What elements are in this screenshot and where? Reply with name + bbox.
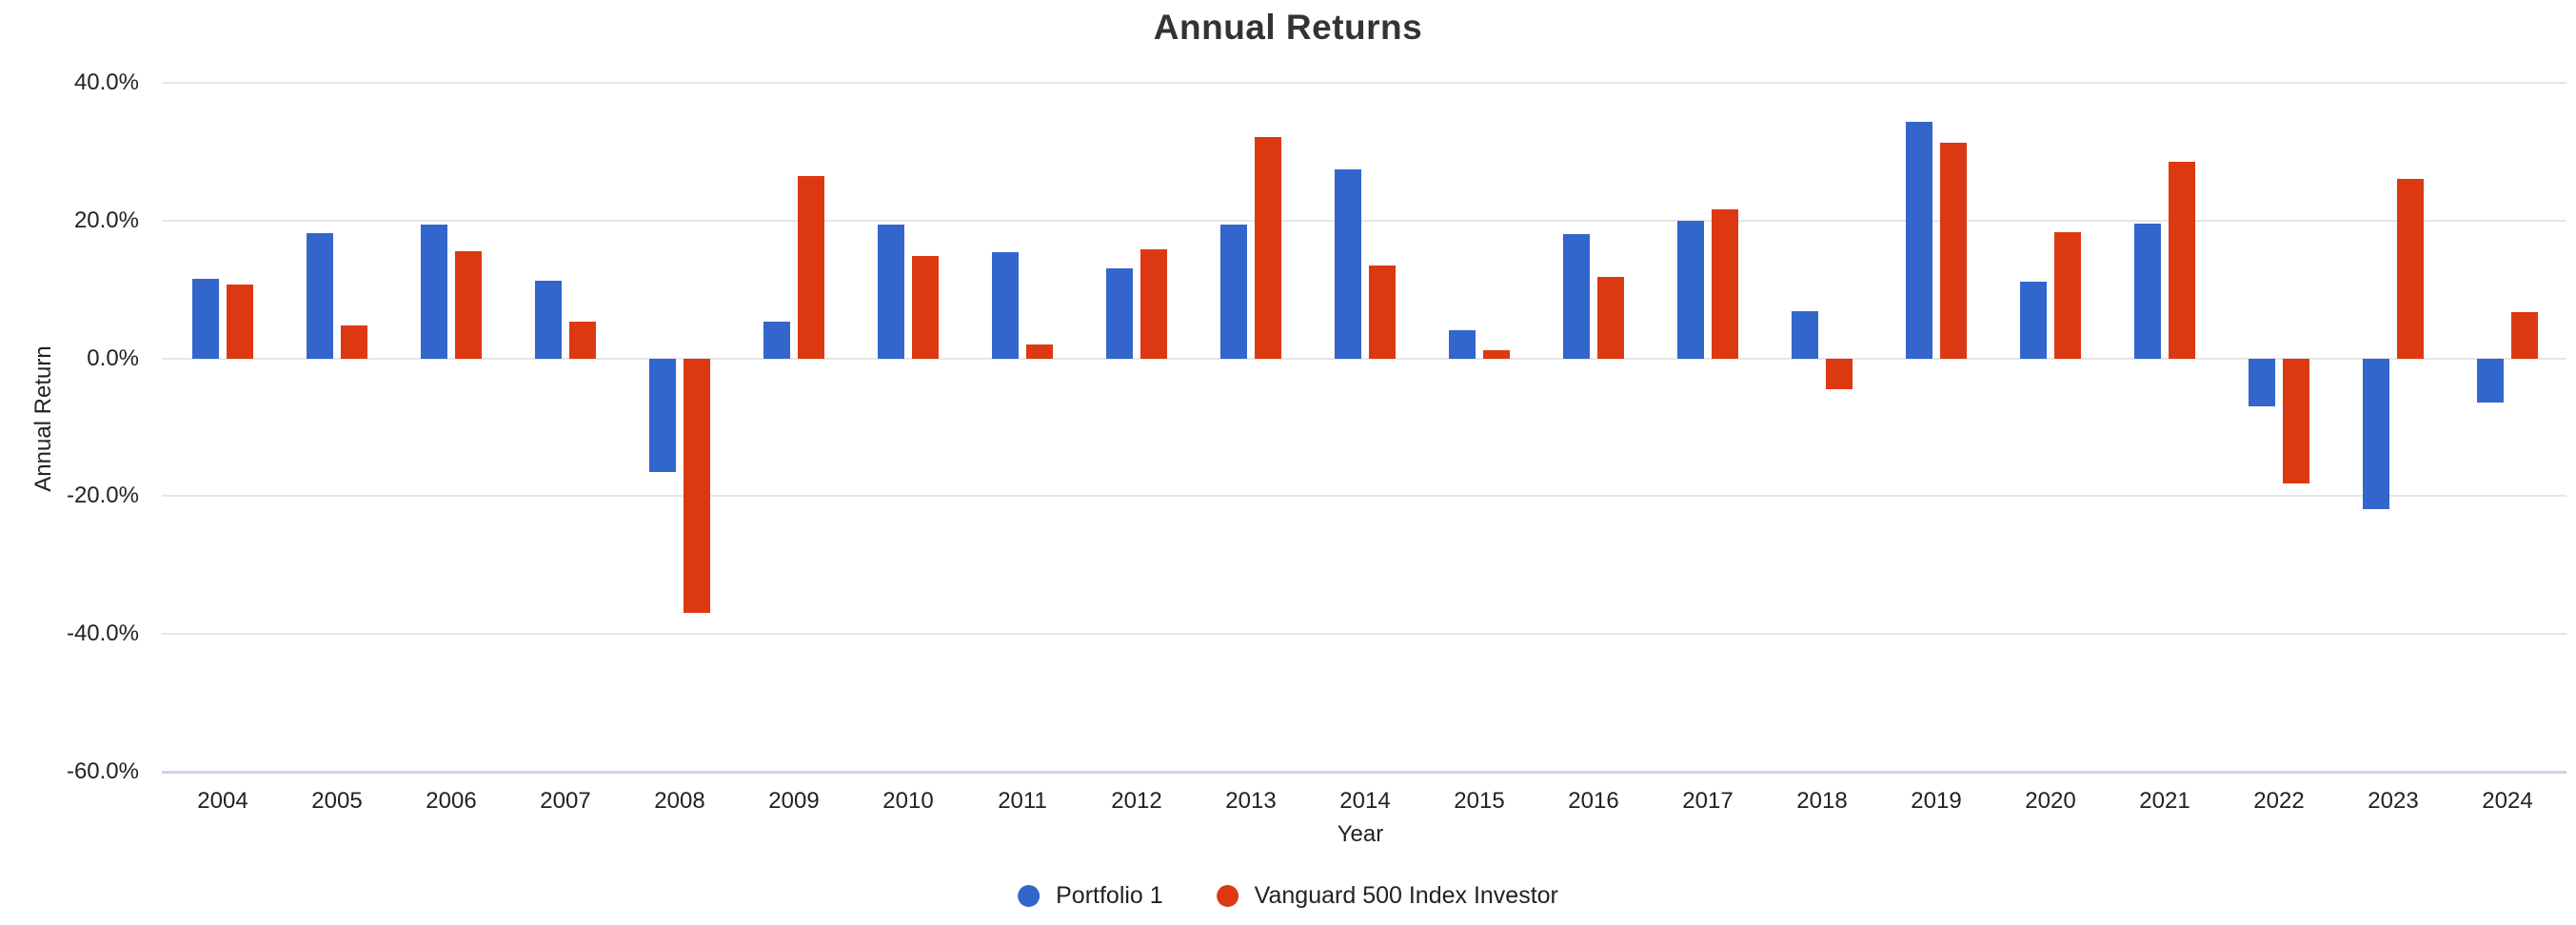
x-tick-label: 2017 [1682,788,1734,814]
bar-portfolio-1-2009[interactable] [763,322,790,359]
x-tick-label: 2019 [1911,788,1962,814]
x-axis-line [162,770,2566,774]
gridline [162,82,2566,85]
bar-portfolio-1-2011[interactable] [992,251,1019,359]
bar-vanguard-500-2016[interactable] [1597,277,1624,359]
x-tick-label: 2013 [1225,788,1277,814]
y-tick-label: 0.0% [87,344,139,371]
x-tick-label: 2009 [768,788,820,814]
chart-title: Annual Returns [1153,8,1423,47]
bar-portfolio-1-2007[interactable] [535,280,562,359]
x-tick-label: 2020 [2025,788,2076,814]
x-tick-label: 2021 [2139,788,2190,814]
x-tick-label: 2015 [1454,788,1505,814]
legend-item-portfolio-1[interactable]: Portfolio 1 [1018,882,1163,910]
x-tick-label: 2023 [2368,788,2419,814]
bar-portfolio-1-2015[interactable] [1449,330,1476,359]
bar-vanguard-500-2013[interactable] [1255,136,1281,359]
bar-portfolio-1-2010[interactable] [878,225,904,359]
gridline [162,633,2566,636]
bar-vanguard-500-2004[interactable] [227,285,253,359]
bar-vanguard-500-2017[interactable] [1712,208,1738,359]
bar-vanguard-500-2021[interactable] [2169,162,2195,359]
bar-portfolio-1-2013[interactable] [1220,224,1247,359]
x-tick-label: 2018 [1796,788,1848,814]
bar-portfolio-1-2022[interactable] [2249,358,2275,406]
bar-vanguard-500-2007[interactable] [569,321,596,359]
x-tick-label: 2012 [1111,788,1162,814]
bar-portfolio-1-2005[interactable] [307,232,333,359]
bar-portfolio-1-2020[interactable] [2020,281,2047,359]
legend-marker-vanguard-500-icon [1216,885,1238,907]
bar-vanguard-500-2011[interactable] [1026,344,1053,359]
bar-vanguard-500-2019[interactable] [1940,143,1967,359]
y-tick-label: -40.0% [66,620,139,647]
bar-vanguard-500-2009[interactable] [798,175,824,359]
y-tick-label: -20.0% [66,482,139,509]
legend-item-vanguard-500[interactable]: Vanguard 500 Index Investor [1216,882,1558,910]
x-tick-label: 2005 [311,788,363,814]
bar-portfolio-1-2017[interactable] [1677,220,1704,359]
bar-vanguard-500-2005[interactable] [341,325,367,359]
bar-vanguard-500-2022[interactable] [2283,358,2309,484]
legend: Portfolio 1 Vanguard 500 Index Investor [1018,882,1558,910]
x-tick-label: 2022 [2253,788,2305,814]
bar-vanguard-500-2008[interactable] [684,358,710,614]
bar-portfolio-1-2023[interactable] [2363,358,2389,510]
bar-vanguard-500-2012[interactable] [1140,249,1167,359]
legend-label-portfolio-1: Portfolio 1 [1056,882,1163,909]
bar-portfolio-1-2024[interactable] [2477,358,2504,403]
x-tick-label: 2006 [426,788,477,814]
x-tick-label: 2004 [197,788,248,814]
gridline [162,357,2566,360]
gridline [162,219,2566,222]
x-axis-title: Year [1337,821,1384,847]
x-tick-label: 2011 [998,788,1047,814]
bar-vanguard-500-2024[interactable] [2511,312,2538,359]
bar-portfolio-1-2019[interactable] [1906,121,1932,359]
bar-vanguard-500-2014[interactable] [1369,265,1396,359]
bar-portfolio-1-2006[interactable] [421,224,447,359]
x-tick-label: 2016 [1568,788,1619,814]
x-tick-label: 2008 [654,788,705,814]
bar-portfolio-1-2021[interactable] [2134,223,2161,359]
bar-vanguard-500-2006[interactable] [455,250,482,359]
bar-vanguard-500-2015[interactable] [1483,350,1510,359]
bar-vanguard-500-2010[interactable] [912,255,939,359]
bar-portfolio-1-2008[interactable] [649,358,676,473]
y-tick-label: 20.0% [73,207,139,233]
legend-marker-portfolio-1-icon [1018,885,1040,907]
legend-label-vanguard-500: Vanguard 500 Index Investor [1254,882,1558,909]
bar-portfolio-1-2012[interactable] [1106,267,1133,359]
bar-vanguard-500-2020[interactable] [2054,232,2081,359]
bar-portfolio-1-2004[interactable] [192,278,219,359]
x-tick-label: 2024 [2482,788,2533,814]
bar-portfolio-1-2018[interactable] [1792,311,1818,359]
bar-portfolio-1-2014[interactable] [1335,168,1361,359]
gridline [162,495,2566,498]
x-tick-label: 2010 [882,788,934,814]
bar-vanguard-500-2023[interactable] [2397,178,2424,359]
x-tick-label: 2014 [1339,788,1391,814]
bar-portfolio-1-2016[interactable] [1563,234,1590,359]
bar-vanguard-500-2018[interactable] [1826,358,1853,390]
x-tick-label: 2007 [540,788,591,814]
y-tick-label: 40.0% [73,69,139,96]
y-tick-label: -60.0% [66,758,139,784]
